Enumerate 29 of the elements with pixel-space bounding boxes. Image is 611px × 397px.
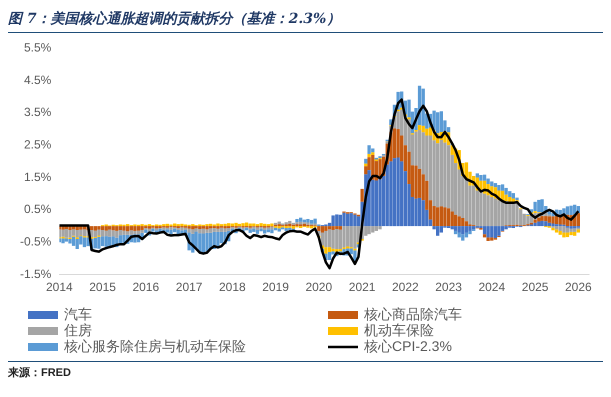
y-tick-label: 5.5% [24,40,52,55]
legend-label: 汽车 [64,306,92,323]
legend-label: 住房 [64,322,92,339]
legend-label: 核心服务除住房与机动车保险 [64,338,246,356]
x-tick-label: 2019 [262,280,290,294]
x-tick-label: 2022 [392,280,420,294]
x-tick-label: 2020 [305,280,332,294]
x-tick-label: 2024 [478,280,506,294]
x-tick-label: 2021 [348,280,376,294]
x-tick-label: 2017 [176,280,203,294]
x-tick-label: 2015 [89,280,116,294]
source-note: 来源：FRED [8,361,603,380]
y-tick-label: 4.5% [24,72,52,87]
legend-label: 核心CPI-2.3% [364,338,452,356]
x-tick-label: 2014 [46,280,74,294]
y-tick-label: 3.5% [24,105,52,120]
chart-title: 图 7：美国核心通胀超调的贡献拆分（基准：2.3%） [8,8,603,33]
legend-label: 核心商品除汽车 [364,306,462,323]
x-tick-label: 2025 [522,280,549,294]
y-tick-label: 2.5% [24,138,52,152]
x-tick-label: 2026 [564,280,592,294]
legend-label: 机动车保险 [364,322,434,339]
y-tick-label: -1.5% [20,266,52,281]
x-tick-label: 2023 [435,280,462,294]
y-tick-label: 0.5% [24,202,52,216]
y-tick-label: -0.5% [20,234,52,249]
x-tick-label: 2018 [218,280,246,294]
x-tick-label: 2016 [132,280,160,294]
y-tick-label: 1.5% [24,170,52,184]
